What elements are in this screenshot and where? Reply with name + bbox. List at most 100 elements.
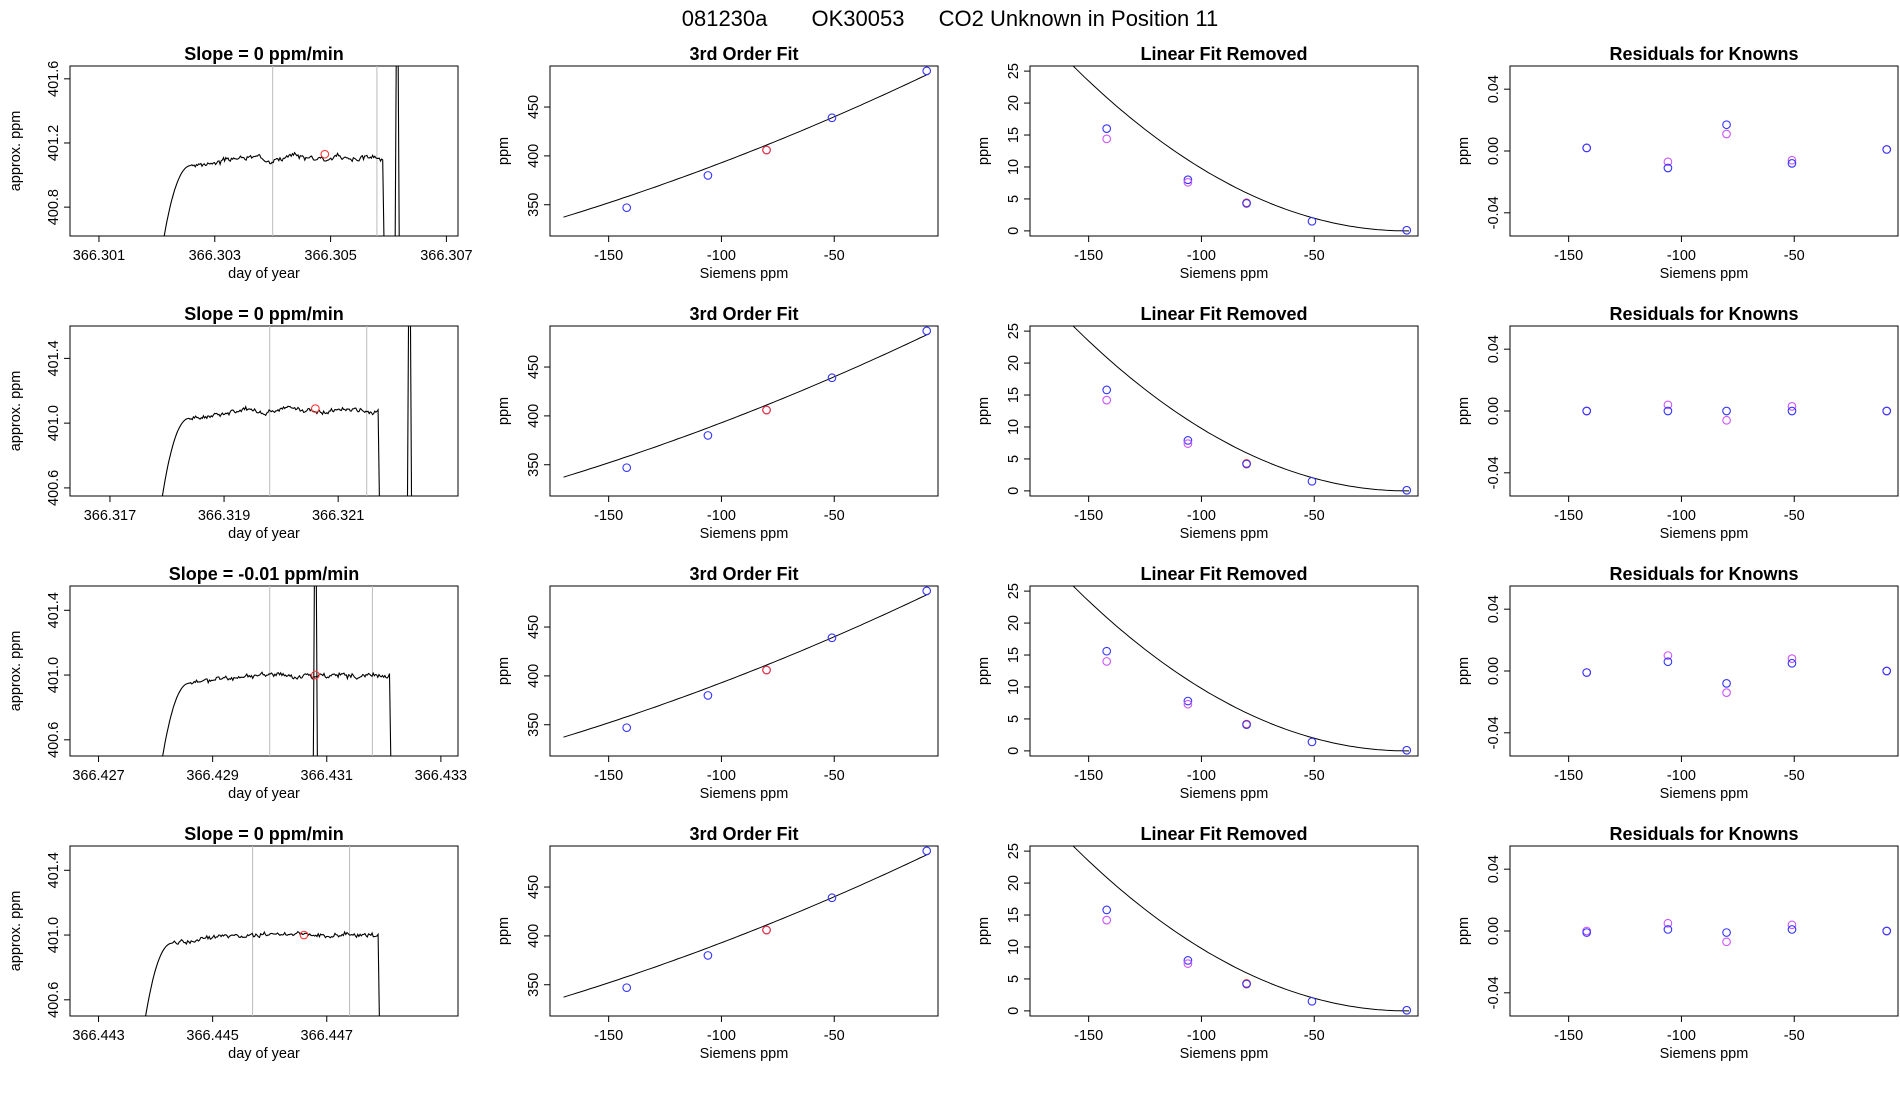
- panel-title: 3rd Order Fit: [689, 824, 798, 844]
- data-point: [1882, 145, 1892, 154]
- panel-title: Linear Fit Removed: [1140, 564, 1307, 584]
- y-tick-label: 401.4: [46, 592, 62, 628]
- x-tick-label: -50: [1784, 248, 1805, 264]
- panel-title: Slope = 0 ppm/min: [184, 304, 344, 324]
- data-point: [1722, 415, 1731, 425]
- fit-curve: [1072, 326, 1409, 492]
- data-point: [922, 586, 932, 596]
- x-axis-label: Siemens ppm: [1660, 786, 1749, 802]
- spike-line: [394, 66, 400, 236]
- x-tick-label: -50: [1304, 768, 1325, 784]
- y-tick-label: 400: [526, 924, 542, 948]
- data-point: [1242, 459, 1251, 469]
- plot-area: [563, 846, 932, 998]
- data-point: [1663, 918, 1673, 928]
- panel: 3rd Order Fit -150 -100 -50 350 400 450 Siemens…: [496, 824, 939, 1062]
- concentration-trace: [145, 930, 380, 1016]
- fit-curve: [563, 853, 930, 998]
- data-point: [1402, 485, 1412, 495]
- data-point: [1663, 400, 1673, 410]
- y-tick-label: 15: [1006, 127, 1022, 143]
- figure-title: 081230a OK30053 CO2 Unknown in Position …: [682, 6, 1219, 31]
- data-point: [1102, 646, 1112, 656]
- y-tick-label: 450: [526, 95, 542, 119]
- concentration-trace: [163, 151, 385, 236]
- data-point: [1722, 688, 1731, 697]
- y-tick-label: 350: [526, 713, 542, 737]
- plot-area: [145, 846, 380, 1016]
- data-point: [1663, 157, 1673, 167]
- panel-title: Residuals for Knowns: [1609, 44, 1798, 64]
- data-point: [1183, 699, 1193, 709]
- x-tick-label: -150: [594, 768, 623, 784]
- plot-area: [1072, 326, 1412, 495]
- data-point: [922, 846, 932, 856]
- x-tick-label: -150: [594, 508, 623, 524]
- plot-frame: [549, 845, 939, 1017]
- plot-frame: [1509, 585, 1899, 757]
- x-tick-label: 366.443: [72, 1028, 124, 1044]
- fit-curve: [1072, 586, 1409, 752]
- x-tick-label: -100: [1667, 508, 1696, 524]
- plot-area: [1582, 120, 1892, 173]
- data-point: [1102, 657, 1112, 666]
- data-point: [762, 665, 771, 675]
- y-tick-label: 0.04: [1486, 335, 1502, 363]
- x-axis-label: Siemens ppm: [1180, 786, 1269, 802]
- data-point: [827, 633, 837, 643]
- y-tick-label: 400.8: [46, 189, 62, 225]
- data-point: [762, 925, 771, 935]
- unknown-marker: [299, 930, 309, 940]
- data-point: [1242, 979, 1251, 989]
- x-axis-label: Siemens ppm: [1660, 526, 1749, 542]
- plot-frame: [1029, 585, 1419, 757]
- y-tick-label: 350: [526, 453, 542, 477]
- y-tick-label: 5: [1006, 195, 1022, 203]
- data-point: [827, 113, 837, 123]
- data-point: [1102, 915, 1112, 925]
- y-tick-label: 400: [526, 404, 542, 428]
- panel-title: 3rd Order Fit: [689, 304, 798, 324]
- plot-frame: [1029, 325, 1419, 497]
- y-axis-label: ppm: [1456, 137, 1472, 165]
- x-tick-label: -50: [824, 508, 845, 524]
- x-axis-label: Siemens ppm: [1660, 266, 1749, 282]
- data-point: [1183, 175, 1193, 185]
- plot-area: [563, 326, 932, 478]
- x-tick-label: -100: [1187, 768, 1216, 784]
- y-tick-label: 20: [1006, 875, 1022, 891]
- data-point: [1882, 666, 1892, 676]
- y-tick-label: 401.2: [46, 125, 62, 161]
- data-point: [1183, 956, 1193, 965]
- data-point: [622, 463, 632, 473]
- x-tick-label: 366.431: [301, 768, 353, 784]
- plot-frame: [1029, 65, 1419, 237]
- y-tick-label: 5: [1006, 455, 1022, 463]
- data-point: [1242, 720, 1251, 730]
- data-point: [703, 951, 713, 960]
- fit-curve: [563, 333, 930, 478]
- x-axis-label: Siemens ppm: [1180, 526, 1269, 542]
- data-point: [622, 723, 632, 733]
- y-tick-label: 400.6: [46, 722, 62, 758]
- data-point: [1402, 1005, 1412, 1015]
- data-point: [1102, 134, 1112, 144]
- plot-area: [163, 66, 400, 236]
- y-axis-label: ppm: [496, 917, 512, 945]
- unknown-marker: [311, 404, 320, 413]
- y-tick-label: 350: [526, 973, 542, 997]
- data-point: [703, 171, 713, 180]
- data-point: [1183, 177, 1193, 187]
- y-axis-label: approx. ppm: [8, 371, 24, 452]
- plot-area: [563, 66, 932, 218]
- panel-title: Residuals for Knowns: [1609, 824, 1798, 844]
- data-point: [1722, 406, 1731, 416]
- data-point: [1242, 199, 1251, 208]
- y-tick-label: 15: [1006, 907, 1022, 923]
- data-point: [1722, 129, 1731, 139]
- x-tick-label: -100: [1667, 768, 1696, 784]
- y-tick-label: 350: [526, 193, 542, 217]
- fit-curve: [1072, 66, 1409, 232]
- y-tick-label: 400.6: [46, 470, 62, 506]
- x-axis-label: Siemens ppm: [1660, 1046, 1749, 1062]
